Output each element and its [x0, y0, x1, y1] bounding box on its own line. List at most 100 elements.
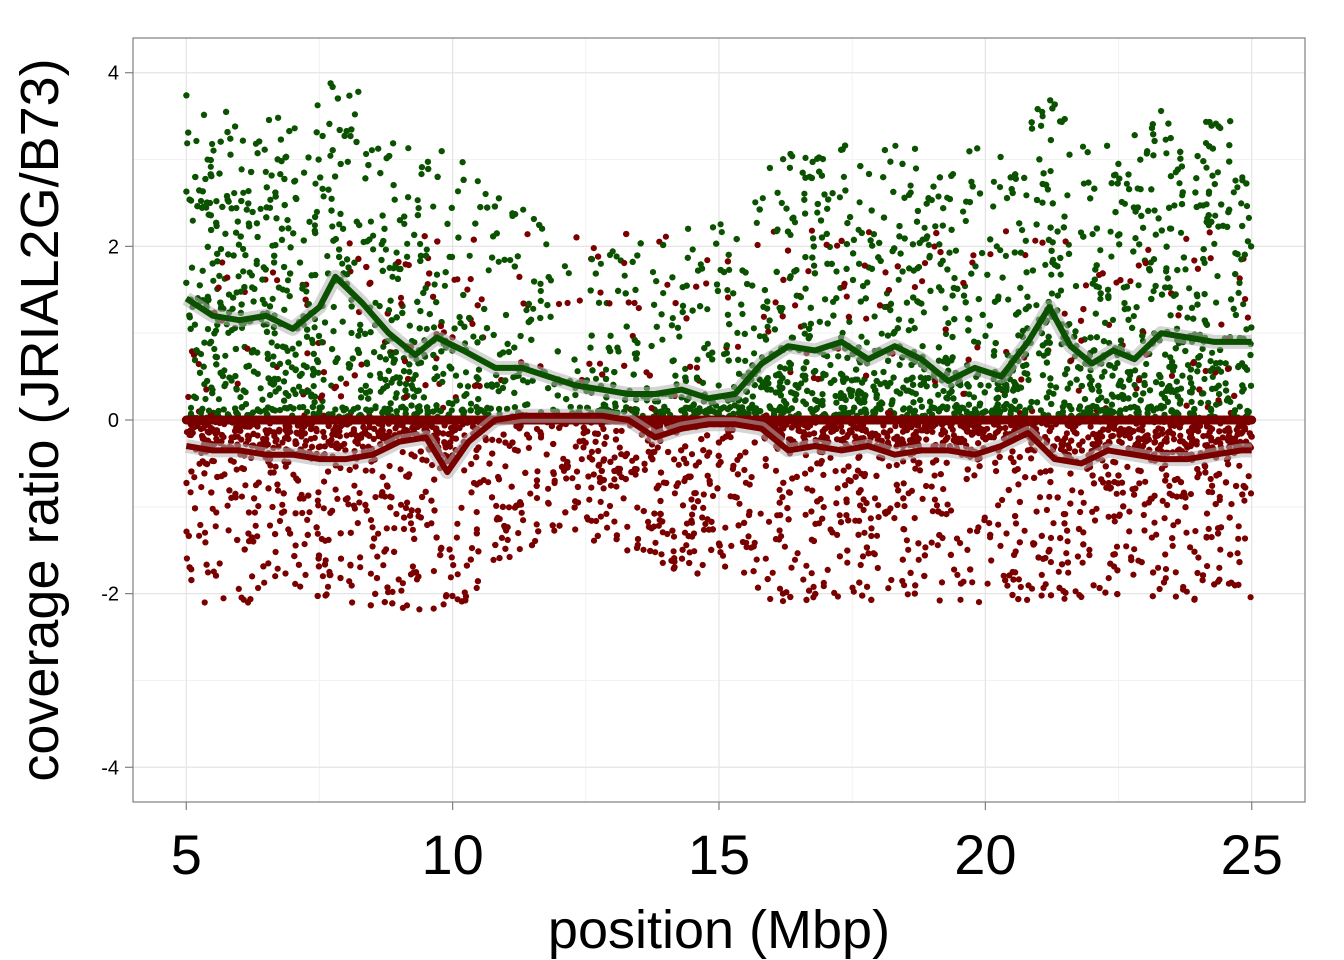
- data-point: [689, 246, 696, 253]
- data-point: [311, 324, 318, 331]
- data-point: [865, 229, 873, 236]
- data-point: [833, 268, 840, 275]
- data-point: [709, 492, 717, 500]
- data-point: [1085, 434, 1092, 441]
- data-point: [253, 257, 260, 264]
- data-point: [1063, 430, 1070, 437]
- data-point: [299, 509, 306, 517]
- data-point: [1166, 363, 1173, 370]
- data-point: [314, 530, 321, 537]
- data-point: [900, 480, 907, 487]
- data-point: [367, 218, 374, 225]
- data-point: [860, 506, 867, 514]
- data-point: [844, 559, 851, 566]
- data-point: [1184, 362, 1192, 369]
- data-point: [887, 505, 894, 512]
- data-point: [1235, 535, 1242, 542]
- data-point: [289, 345, 296, 352]
- data-point: [1166, 482, 1173, 489]
- data-point: [742, 397, 749, 404]
- data-point: [498, 534, 505, 542]
- data-point: [351, 111, 358, 118]
- data-point: [375, 530, 382, 537]
- data-point: [524, 231, 531, 238]
- data-point: [753, 219, 760, 226]
- data-point: [1171, 202, 1178, 209]
- data-point: [765, 518, 773, 525]
- data-point: [1042, 581, 1049, 588]
- data-point: [393, 510, 400, 518]
- data-point: [1212, 212, 1219, 219]
- data-point: [596, 360, 604, 367]
- data-point: [1064, 538, 1071, 545]
- data-point: [393, 249, 400, 256]
- data-point: [814, 209, 821, 216]
- data-point: [319, 573, 326, 580]
- data-point: [1109, 316, 1117, 323]
- data-point: [348, 582, 355, 589]
- data-point: [1148, 534, 1155, 541]
- data-point: [272, 573, 279, 580]
- data-point: [947, 507, 955, 514]
- data-point: [1025, 582, 1032, 589]
- data-point: [690, 530, 698, 537]
- data-point: [805, 268, 812, 275]
- data-point: [900, 405, 908, 412]
- data-point: [919, 278, 926, 285]
- data-point: [1050, 520, 1057, 527]
- data-point: [1062, 238, 1069, 245]
- data-point: [493, 502, 500, 509]
- data-point: [195, 361, 202, 368]
- data-point: [430, 568, 437, 575]
- data-point: [450, 562, 457, 569]
- data-point: [912, 165, 920, 172]
- data-point: [1075, 387, 1082, 394]
- data-point: [1103, 398, 1110, 405]
- data-point: [356, 499, 363, 506]
- data-point: [1097, 295, 1104, 302]
- data-point: [423, 246, 430, 253]
- points-layer: [183, 80, 1255, 613]
- data-point: [779, 598, 787, 605]
- data-point: [664, 530, 671, 538]
- data-point: [354, 520, 361, 527]
- data-point: [291, 125, 298, 132]
- data-point: [1242, 296, 1249, 303]
- data-point: [1169, 542, 1176, 550]
- data-point: [225, 527, 232, 534]
- data-point: [495, 258, 502, 265]
- data-point: [588, 517, 595, 524]
- data-point: [187, 404, 195, 411]
- data-point: [988, 557, 995, 564]
- data-point: [543, 451, 550, 458]
- data-point: [310, 383, 317, 390]
- data-point: [1123, 180, 1130, 187]
- data-point: [233, 204, 240, 212]
- data-point: [999, 496, 1006, 504]
- data-point: [1214, 169, 1221, 176]
- data-point: [346, 240, 353, 247]
- data-point: [356, 489, 363, 497]
- data-point: [1129, 486, 1136, 493]
- data-point: [912, 582, 919, 589]
- data-point: [834, 242, 841, 249]
- data-point: [586, 454, 593, 461]
- data-point: [660, 290, 667, 297]
- data-point: [1167, 354, 1174, 361]
- data-point: [1091, 517, 1099, 524]
- data-point: [700, 491, 707, 498]
- data-point: [1216, 493, 1223, 500]
- data-point: [753, 556, 760, 563]
- data-point: [834, 485, 841, 492]
- data-point: [1130, 571, 1137, 578]
- data-point: [621, 272, 628, 279]
- data-point: [836, 512, 843, 519]
- data-point: [1216, 564, 1223, 571]
- data-point: [602, 366, 610, 373]
- data-point: [358, 361, 365, 368]
- data-point: [995, 502, 1002, 509]
- data-point: [238, 493, 245, 500]
- data-point: [931, 243, 938, 250]
- data-point: [611, 518, 618, 525]
- data-point: [921, 260, 929, 267]
